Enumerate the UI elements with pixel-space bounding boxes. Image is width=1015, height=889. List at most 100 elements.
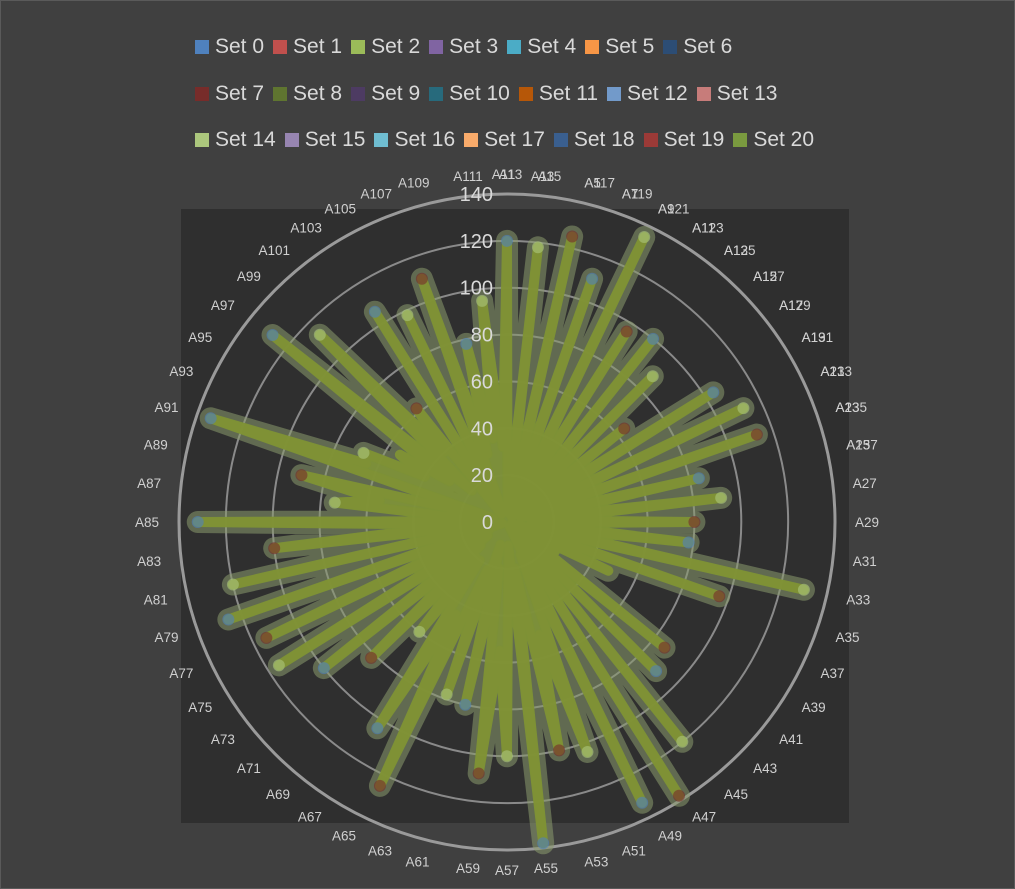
legend-label: Set 0	[215, 35, 265, 59]
legend-item[interactable]: Set 2	[351, 35, 420, 59]
category-label: A51	[622, 843, 646, 858]
legend-swatch	[351, 86, 366, 101]
category-label: A47	[692, 810, 716, 825]
legend-label: Set 19	[663, 128, 725, 152]
series-point	[204, 412, 217, 425]
category-label: A73	[211, 732, 235, 747]
legend-label: Set 7	[215, 81, 265, 105]
series-point	[373, 779, 386, 792]
legend-item[interactable]: Set 12	[607, 82, 688, 106]
legend-item[interactable]: Set 9	[351, 82, 420, 106]
legend: Set 0 Set 1 Set 2 Set 3 Set 4 Set 5 Set 6 Set 7…	[195, 24, 855, 164]
series-point	[472, 767, 485, 780]
legend-label: Set 17	[484, 128, 545, 152]
category-label: A121	[658, 201, 690, 216]
category-label: A23	[835, 400, 859, 415]
legend-item[interactable]: Set 6	[663, 35, 732, 59]
legend-item[interactable]: Set 18	[553, 128, 635, 152]
legend-swatch	[273, 40, 288, 55]
category-label: A135	[835, 400, 867, 415]
legend-item[interactable]: Set 10	[429, 82, 510, 106]
legend-swatch	[733, 133, 748, 148]
legend-swatch	[195, 86, 209, 101]
legend-item[interactable]: Set 16	[374, 128, 455, 152]
radial-tick-label: 120	[460, 231, 493, 253]
category-label: A63	[368, 843, 392, 858]
category-label: A131	[802, 330, 834, 345]
series-point	[413, 625, 426, 638]
legend-item[interactable]: Set 13	[696, 82, 777, 106]
series-point	[531, 241, 544, 254]
legend-label: Set 20	[753, 128, 815, 152]
legend-swatch	[429, 40, 444, 55]
series-point	[620, 325, 633, 338]
category-label: A65	[332, 829, 356, 844]
category-label: A53	[584, 854, 608, 869]
legend-swatch	[195, 40, 209, 55]
category-label: A25	[846, 438, 870, 453]
legend-label: Set 6	[683, 35, 733, 59]
radial-tick-label: 140	[460, 184, 493, 206]
series-point	[401, 309, 414, 322]
legend-item[interactable]: Set 11	[518, 81, 599, 106]
series-point	[357, 446, 370, 459]
series-point	[476, 294, 489, 307]
series-point	[673, 789, 686, 802]
legend-item[interactable]: Set 17	[464, 128, 545, 152]
series-point	[586, 272, 599, 285]
legend-item[interactable]: Set 1	[273, 35, 342, 59]
legend-item[interactable]: Set 14	[195, 128, 276, 152]
series-point	[650, 665, 663, 678]
legend-item[interactable]: Set 7	[195, 82, 264, 106]
category-label: A15	[753, 269, 777, 284]
category-label: A29	[855, 515, 879, 530]
category-label: A49	[658, 829, 682, 844]
legend-swatch	[273, 86, 288, 101]
series-point	[440, 688, 453, 701]
legend-item[interactable]: Set 5	[585, 35, 654, 59]
category-label: A129	[779, 298, 811, 313]
category-label: A39	[802, 700, 826, 715]
legend-item[interactable]: Set 0	[195, 35, 264, 59]
series-point	[715, 491, 728, 504]
legend-item[interactable]: Set 15	[284, 128, 365, 152]
legend-item[interactable]: Set 8	[273, 82, 342, 106]
legend-label: Set 3	[449, 35, 499, 59]
category-label: A83	[137, 554, 161, 569]
legend-item[interactable]: Set 19	[643, 128, 725, 152]
legend-swatch	[429, 86, 444, 101]
legend-label: Set 10	[449, 81, 510, 105]
category-label: A41	[779, 732, 803, 747]
category-label: A31	[853, 554, 877, 569]
series-point	[266, 329, 279, 342]
series-point	[191, 516, 204, 528]
category-label: A107	[361, 187, 393, 202]
series-point	[222, 613, 235, 626]
legend-label: Set 9	[371, 81, 421, 105]
category-label: A43	[753, 761, 777, 776]
series-point	[638, 231, 651, 244]
legend-item[interactable]: Set 4	[507, 35, 576, 59]
legend-label: Set 11	[538, 81, 599, 105]
category-label: A123	[692, 220, 724, 235]
legend-swatch	[507, 40, 522, 55]
category-label: A61	[406, 854, 430, 869]
series-point	[260, 631, 273, 644]
legend-item[interactable]: Set 3	[429, 35, 498, 59]
category-label: A11	[692, 220, 715, 235]
legend-label: Set 4	[527, 35, 577, 59]
category-label: A35	[835, 630, 859, 645]
legend-swatch	[518, 86, 533, 101]
category-label: A89	[144, 438, 168, 453]
series-point	[272, 659, 285, 672]
category-label: A45	[724, 787, 748, 802]
series-point	[566, 230, 579, 243]
series-point	[537, 837, 550, 850]
radial-tick-label: 80	[471, 325, 493, 347]
category-label: A55	[534, 861, 558, 876]
series-point	[581, 745, 594, 758]
legend-swatch	[374, 133, 389, 148]
legend-item[interactable]: Set 20	[733, 128, 814, 152]
legend-label: Set 1	[293, 35, 343, 59]
